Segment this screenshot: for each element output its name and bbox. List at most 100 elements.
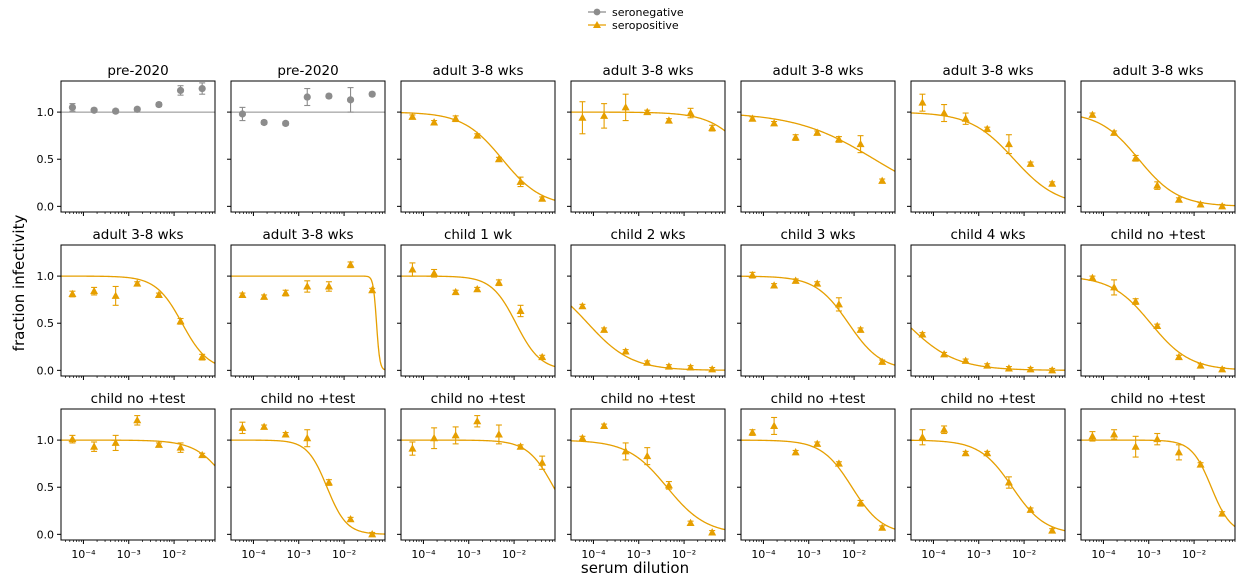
- marker-triangle: [1110, 283, 1119, 291]
- data-point: [578, 433, 587, 442]
- subplot: adult 3-8 wks: [737, 63, 896, 216]
- y-axis-label: fraction infectivity: [10, 215, 28, 352]
- marker-triangle: [1088, 432, 1097, 440]
- marker-triangle: [600, 325, 609, 333]
- data-point: [198, 352, 207, 361]
- marker-triangle: [408, 265, 417, 273]
- marker-circle: [282, 119, 290, 128]
- data-point: [1088, 110, 1097, 118]
- subplot-title: adult 3-8 wks: [433, 63, 524, 79]
- marker-triangle: [983, 448, 992, 457]
- subplot: adult 3-8 wks: [397, 63, 556, 216]
- subplot: pre-2020 0.0 0.5 1.0: [37, 63, 216, 216]
- marker-triangle: [260, 292, 269, 300]
- marker-triangle: [600, 111, 609, 119]
- data-point: [368, 90, 376, 98]
- fit-curve: [1081, 439, 1235, 528]
- marker-triangle: [708, 365, 717, 373]
- data-point: [834, 297, 843, 312]
- subplot: adult 3-8 wks: [567, 63, 726, 216]
- data-point: [791, 448, 800, 456]
- x-axis-label: serum dilution: [581, 559, 689, 577]
- data-point: [473, 415, 482, 428]
- marker-triangle: [834, 135, 843, 143]
- data-point: [708, 123, 717, 132]
- subplot: child no +test: [1077, 227, 1236, 380]
- subplot-title: child 4 wks: [950, 227, 1025, 243]
- axes-frame: [570, 408, 726, 541]
- data-point: [1153, 432, 1162, 446]
- axes-frame: [230, 80, 386, 213]
- marker-triangle: [940, 108, 949, 117]
- subplot-title: adult 3-8 wks: [773, 63, 864, 79]
- marker-triangle: [494, 278, 503, 286]
- data-point: [90, 441, 99, 452]
- data-point: [834, 459, 843, 467]
- data-point: [346, 514, 355, 523]
- marker-triangle: [473, 416, 482, 425]
- x-tick-label: 10⁻²: [162, 548, 186, 561]
- axes-frame: [910, 408, 1066, 541]
- data-point: [878, 176, 887, 184]
- fit-curve: [741, 114, 895, 172]
- data-point: [133, 105, 141, 113]
- data-point: [90, 106, 98, 114]
- marker-triangle: [813, 439, 822, 447]
- data-point: [1026, 365, 1035, 373]
- marker-triangle: [961, 448, 970, 457]
- axes-frame: [1080, 408, 1236, 541]
- legend-marker-triangle: [593, 21, 601, 28]
- marker-triangle: [1026, 365, 1035, 373]
- data-point: [834, 135, 843, 143]
- data-point: [68, 434, 77, 444]
- data-point: [154, 440, 163, 448]
- subplot: adult 3-8 wks: [1077, 63, 1236, 216]
- x-tick-label: 10⁻²: [672, 548, 696, 561]
- data-point: [748, 270, 757, 279]
- marker-circle: [198, 84, 206, 93]
- marker-triangle: [1131, 442, 1140, 450]
- marker-triangle: [1174, 195, 1183, 203]
- data-point: [1174, 195, 1183, 203]
- marker-triangle: [1153, 434, 1162, 443]
- subplot: child no +test 10⁻⁴ 10⁻³ 10⁻²: [1077, 391, 1236, 561]
- y-tick-label: 0.0: [37, 200, 55, 213]
- marker-triangle: [68, 289, 77, 298]
- data-point: [1004, 134, 1013, 155]
- data-point: [1026, 505, 1035, 513]
- subplot-title: pre-2020: [277, 63, 338, 79]
- marker-triangle: [961, 114, 970, 122]
- marker-triangle: [856, 139, 865, 148]
- marker-triangle: [1004, 139, 1013, 148]
- data-point: [1004, 476, 1013, 489]
- data-point: [408, 262, 417, 277]
- data-point: [303, 429, 312, 448]
- data-point: [600, 325, 609, 333]
- marker-triangle: [940, 425, 949, 433]
- marker-triangle: [538, 352, 547, 361]
- data-point: [494, 424, 503, 445]
- marker-triangle: [430, 268, 439, 277]
- data-point: [1196, 361, 1205, 369]
- data-point: [578, 101, 587, 135]
- marker-triangle: [748, 428, 757, 436]
- marker-triangle: [813, 279, 822, 287]
- marker-triangle: [473, 131, 482, 139]
- data-point: [68, 103, 77, 112]
- data-point: [408, 112, 417, 120]
- subplot-title: child no +test: [261, 391, 356, 407]
- data-point: [1048, 526, 1057, 534]
- subplot-title: child no +test: [91, 391, 186, 407]
- marker-triangle: [324, 478, 333, 486]
- fit-curve: [61, 275, 215, 364]
- marker-triangle: [834, 459, 843, 467]
- y-tick-label: 1.0: [37, 106, 55, 119]
- data-point: [708, 528, 717, 536]
- data-point: [770, 416, 779, 435]
- data-point: [1131, 435, 1140, 458]
- fit-curve: [571, 440, 725, 531]
- marker-triangle: [1196, 200, 1205, 208]
- axes-frame: [570, 80, 726, 213]
- subplot: child no +test 10⁻⁴ 10⁻³ 10⁻²: [907, 391, 1066, 561]
